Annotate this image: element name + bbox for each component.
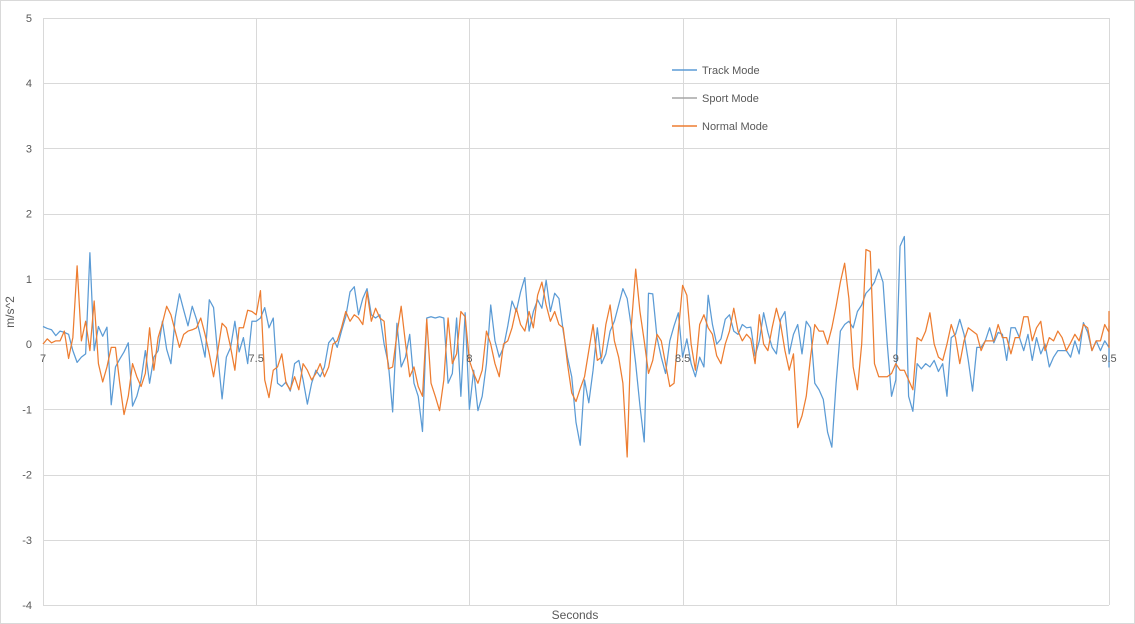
legend-label: Track Mode <box>702 65 760 77</box>
x-axis-tick-labels: 7 7.5 8 8.5 9 9.5 <box>40 353 1117 365</box>
y-tick-label: 2 <box>26 209 32 221</box>
y-tick-label: 1 <box>26 274 32 286</box>
x-tick-label: 9.5 <box>1101 353 1116 365</box>
y-tick-label: -2 <box>22 470 32 482</box>
y-tick-label: -3 <box>22 535 32 547</box>
y-tick-label: 4 <box>26 78 32 90</box>
x-tick-label: 8.5 <box>675 353 690 365</box>
x-tick-label: 7 <box>40 353 46 365</box>
y-axis-title: m/s^2 <box>3 296 17 328</box>
legend-label: Sport Mode <box>702 93 759 105</box>
y-tick-label: 0 <box>26 339 32 351</box>
legend-label: Normal Mode <box>702 121 768 133</box>
x-tick-label: 8 <box>466 353 472 365</box>
x-tick-label: 7.5 <box>249 353 264 365</box>
series-line-normal-mode <box>42 248 1110 458</box>
legend: Track Mode Sport Mode Normal Mode <box>672 65 768 133</box>
x-axis-title: Seconds <box>552 608 599 622</box>
y-axis-tick-labels: -4 -3 -2 -1 0 1 2 3 4 5 <box>22 13 32 612</box>
series-layer <box>42 235 1110 458</box>
x-tick-label: 9 <box>893 353 899 365</box>
y-tick-label: 3 <box>26 143 32 155</box>
gridlines <box>43 18 1110 606</box>
y-tick-label: -4 <box>22 600 32 612</box>
y-tick-label: -1 <box>22 404 32 416</box>
y-tick-label: 5 <box>26 13 32 25</box>
series-line-track-mode <box>42 235 1110 448</box>
